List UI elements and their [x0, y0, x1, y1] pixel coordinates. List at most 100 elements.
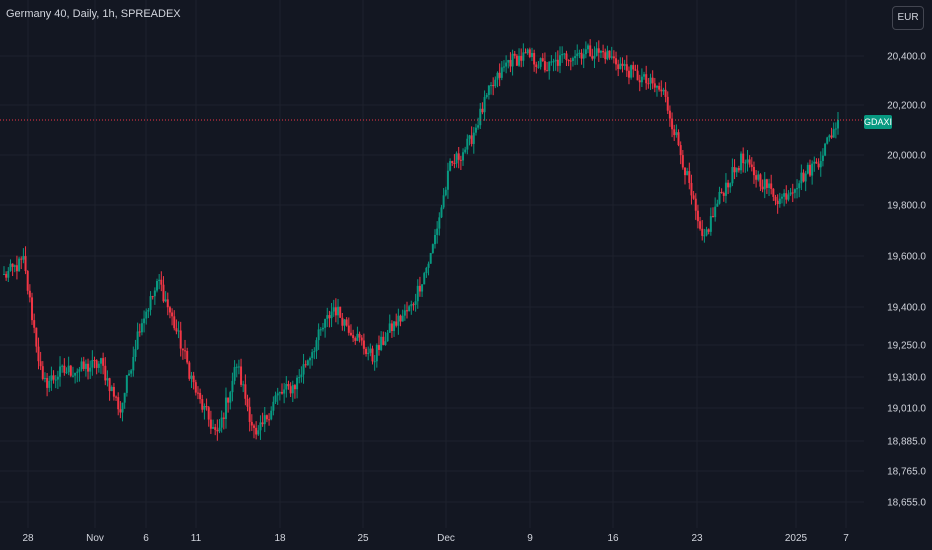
candle-body: [99, 358, 102, 364]
y-tick-label: 19,130.0: [887, 373, 926, 384]
candle-body: [218, 427, 221, 432]
candle-body: [533, 53, 536, 65]
candle-body: [608, 50, 611, 58]
candle-body: [440, 207, 443, 218]
candle-body: [298, 377, 301, 379]
x-tick-label: 2025: [785, 533, 808, 544]
candle-body: [207, 407, 210, 420]
candle-body: [97, 363, 100, 368]
candle-body: [621, 63, 624, 66]
candle-body: [748, 159, 751, 165]
candle-body: [431, 244, 434, 253]
currency-button[interactable]: EUR: [892, 6, 924, 30]
candle-body: [518, 55, 521, 66]
candle-body: [821, 155, 824, 162]
candle-body: [263, 415, 266, 425]
candle-body: [563, 53, 566, 55]
candle-body: [255, 427, 258, 435]
candle-body: [759, 174, 762, 187]
candle-body: [330, 311, 333, 319]
candle-body: [498, 72, 501, 78]
candle-body: [556, 59, 559, 66]
candle-body: [530, 53, 533, 57]
candle-body: [819, 161, 822, 168]
candle-body: [3, 274, 5, 276]
candle-body: [763, 179, 766, 190]
candle-body: [80, 361, 83, 370]
candle-body: [587, 45, 590, 50]
candle-body: [690, 182, 693, 196]
candle-body: [341, 317, 344, 326]
candle-body: [278, 392, 281, 394]
candle-body: [421, 284, 424, 292]
candle-body: [54, 379, 57, 381]
candle-body: [806, 164, 809, 174]
candle-body: [438, 217, 441, 229]
candle-body: [87, 363, 90, 372]
candle-body: [33, 320, 36, 328]
candle-body: [776, 200, 779, 205]
candle-body: [455, 153, 458, 164]
candle-body: [289, 386, 292, 394]
candle-body: [436, 228, 439, 235]
candle-body: [69, 365, 72, 376]
candle-body: [589, 45, 592, 57]
candle-body: [778, 198, 781, 205]
candle-body: [371, 348, 374, 362]
candle-body: [554, 59, 557, 62]
candle-body: [201, 399, 204, 410]
candle-body: [102, 358, 105, 366]
candle-body: [274, 395, 277, 402]
candle-body: [360, 337, 363, 341]
y-tick-label: 18,655.0: [887, 498, 926, 509]
candle-body: [397, 315, 400, 326]
candle-body: [457, 153, 460, 160]
candles: [3, 39, 839, 441]
candle-body: [535, 64, 538, 67]
candle-body: [347, 325, 350, 333]
candle-body: [660, 89, 663, 92]
candle-body: [731, 167, 734, 184]
candle-body: [617, 64, 620, 69]
candle-body: [339, 306, 342, 318]
candle-body: [287, 384, 290, 387]
candle-body: [537, 66, 540, 68]
candle-body: [5, 274, 8, 278]
candle-body: [35, 327, 38, 347]
candle-body: [686, 171, 689, 176]
candle-body: [229, 392, 232, 403]
candle-body: [612, 56, 615, 59]
candle-body: [52, 375, 55, 380]
candle-body: [121, 402, 124, 413]
candle-body: [43, 377, 46, 379]
candle-body: [619, 63, 622, 69]
candle-body: [205, 406, 208, 408]
candle-body: [755, 175, 758, 180]
candle-body: [166, 299, 169, 308]
candle-body: [78, 369, 81, 372]
candle-body: [832, 129, 835, 138]
candle-body: [798, 183, 801, 189]
candle-body: [321, 327, 324, 330]
candle-body: [645, 74, 648, 84]
candle-body: [546, 70, 549, 72]
candle-body: [386, 332, 389, 342]
candle-body: [552, 61, 555, 63]
candle-body: [39, 361, 42, 367]
candle-body: [569, 60, 572, 62]
candle-body: [156, 280, 159, 291]
candle-body: [774, 196, 777, 201]
candle-body: [802, 172, 805, 182]
candle-body: [209, 419, 212, 429]
candle-body: [257, 430, 260, 435]
candle-body: [203, 406, 206, 410]
candle-body: [817, 163, 820, 168]
candle-body: [349, 332, 352, 336]
candle-body: [688, 171, 691, 183]
candle-body: [610, 56, 613, 58]
candle-body: [494, 79, 497, 87]
candle-body: [194, 382, 197, 393]
candle-body: [643, 74, 646, 77]
candle-body: [453, 162, 456, 164]
